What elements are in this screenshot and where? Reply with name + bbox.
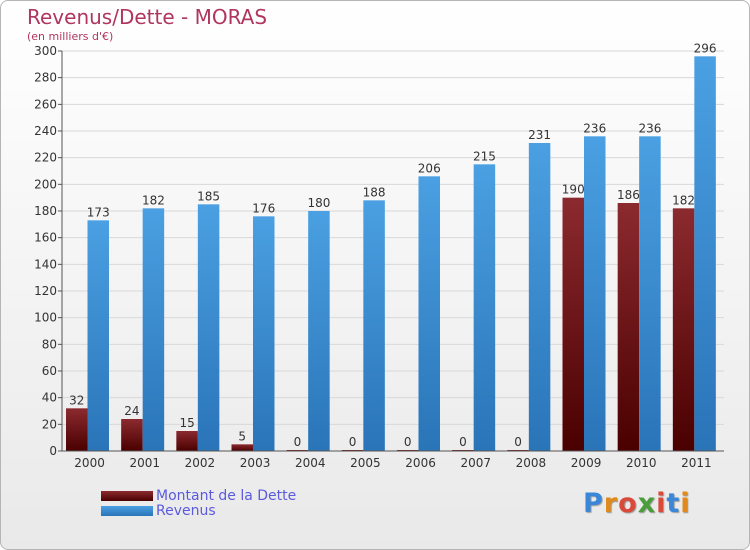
data-label: 0 (514, 435, 522, 449)
chart-title: Revenus/Dette - MORAS (27, 5, 268, 29)
data-label: 0 (294, 435, 302, 449)
data-label: 32 (69, 393, 84, 407)
y-tick-label: 220 (34, 151, 57, 165)
data-label: 0 (349, 435, 357, 449)
y-tick-label: 80 (42, 337, 57, 351)
data-label: 180 (307, 196, 330, 210)
data-label: 236 (583, 121, 606, 135)
x-tick-label: 2007 (460, 456, 491, 470)
logo-letter: t (666, 488, 681, 519)
data-label: 0 (404, 435, 412, 449)
legend-swatch-revenus (101, 506, 153, 516)
data-label: 176 (252, 201, 275, 215)
legend-item-dette: Montant de la Dette (101, 488, 296, 504)
y-tick-label: 0 (49, 444, 57, 458)
y-tick-label: 140 (34, 257, 57, 271)
data-label: 0 (459, 435, 467, 449)
y-tick-label: 120 (34, 284, 57, 298)
legend-label-dette: Montant de la Dette (156, 488, 297, 504)
x-tick-label: 2005 (350, 456, 381, 470)
logo-letter: o (618, 488, 638, 519)
data-label: 190 (562, 183, 585, 197)
bar-revenus (142, 208, 165, 451)
bar-revenus (253, 216, 275, 451)
y-tick-label: 60 (42, 364, 57, 378)
bar-revenus (418, 176, 440, 452)
chart-subtitle: (en milliers d'€) (27, 30, 114, 43)
data-label: 24 (124, 404, 139, 418)
bar-dette (66, 408, 88, 451)
x-tick-label: 2003 (240, 456, 271, 470)
bar-revenus (308, 211, 330, 451)
bar-dette (121, 419, 143, 451)
x-tick-label: 2010 (626, 456, 657, 470)
x-tick-label: 2006 (405, 456, 436, 470)
x-tick-label: 2000 (74, 456, 105, 470)
x-tick-label: 2004 (295, 456, 326, 470)
y-tick-label: 280 (34, 71, 57, 85)
bar-dette (562, 197, 584, 451)
data-label: 206 (418, 161, 441, 175)
y-tick-label: 160 (34, 231, 57, 245)
bar-revenus (694, 56, 716, 451)
logo-letter: i (680, 488, 691, 519)
legend-swatch-dette (101, 491, 153, 501)
bar-revenus (87, 220, 109, 451)
y-tick-label: 240 (34, 124, 57, 138)
x-tick-label: 2008 (516, 456, 547, 470)
bar-revenus (639, 136, 661, 452)
data-label: 173 (87, 205, 110, 219)
proxiti-logo: Proxiti (583, 488, 691, 519)
bar-dette (176, 431, 198, 451)
data-label: 296 (694, 41, 717, 55)
y-tick-label: 40 (42, 391, 57, 405)
x-tick-label: 2002 (185, 456, 216, 470)
y-tick-label: 200 (34, 177, 57, 191)
bar-revenus (584, 136, 606, 452)
logo-letter: P (583, 488, 604, 519)
data-label: 15 (179, 416, 194, 430)
bar-dette (231, 444, 253, 451)
legend-item-revenus: Revenus (101, 503, 216, 519)
x-tick-label: 2009 (571, 456, 602, 470)
x-tick-label: 2011 (681, 456, 712, 470)
bar-revenus (197, 204, 220, 451)
bar-dette (672, 208, 695, 451)
data-label: 236 (638, 121, 661, 135)
bar-revenus (473, 164, 496, 452)
logo-letter: x (637, 488, 657, 519)
data-label: 231 (528, 128, 551, 142)
y-tick-label: 180 (34, 204, 57, 218)
y-tick-label: 100 (34, 311, 57, 325)
bar-revenus (528, 143, 551, 451)
data-label: 182 (142, 193, 165, 207)
logo-letter: i (656, 488, 667, 519)
data-label: 188 (363, 185, 386, 199)
legend-label-revenus: Revenus (156, 503, 216, 519)
bar-dette (617, 203, 640, 451)
y-tick-label: 260 (34, 97, 57, 111)
x-tick-label: 2001 (129, 456, 160, 470)
bar-revenus (363, 200, 385, 451)
data-label: 185 (197, 189, 220, 203)
logo-letter: r (603, 488, 619, 519)
y-tick-label: 300 (34, 44, 57, 58)
data-label: 5 (238, 429, 246, 443)
data-label: 182 (672, 193, 695, 207)
data-label: 215 (473, 149, 496, 163)
data-label: 186 (617, 188, 640, 202)
y-tick-label: 20 (42, 417, 57, 431)
